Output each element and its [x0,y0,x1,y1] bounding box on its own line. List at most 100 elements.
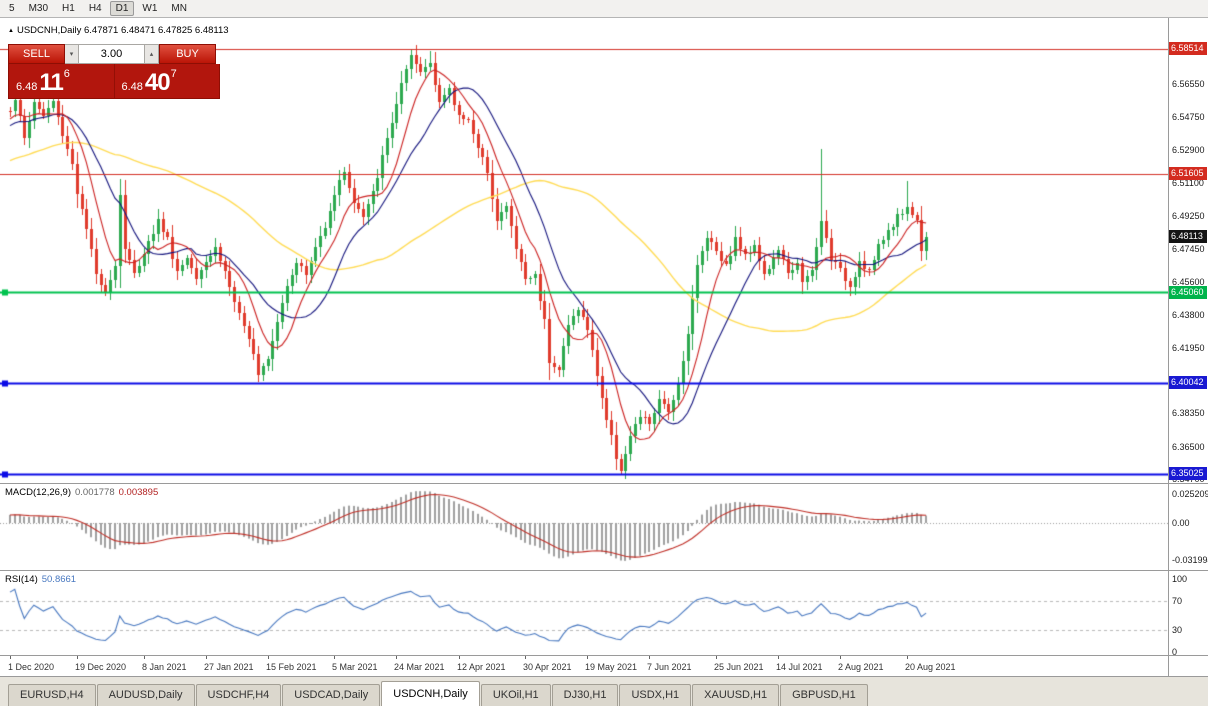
date-axis-tick [268,656,269,659]
chart-tab-dj30-h1[interactable]: DJ30,H1 [551,684,619,706]
date-axis-tick [778,656,779,659]
chart-tab-audusd-daily[interactable]: AUDUSD,Daily [96,684,195,706]
date-axis-label: 19 Dec 2020 [75,662,127,672]
timeframe-button-d1[interactable]: D1 [109,1,135,16]
price-level-badge: 6.58514 [1169,42,1207,56]
price-axis-tick: 6.45600 [1172,277,1205,288]
date-axis-tick [649,656,650,659]
volume-increase-button[interactable]: ▴ [145,44,159,64]
macd-axis-tick: -0.031994 [1172,555,1208,566]
macd-pane-separator[interactable] [0,483,1208,484]
chart-title: ▲ USDCNH,Daily 6.47871 6.48471 6.47825 6… [8,25,229,36]
sell-button[interactable]: SELL [8,44,65,64]
price-axis-tick: 6.36500 [1172,441,1205,452]
rsi-name: RSI(14) [5,574,38,585]
sell-price-display[interactable]: 6.48 11 6 [9,64,114,98]
macd-value-main: 0.001778 [75,487,115,498]
timeframe-button-m30[interactable]: M30 [28,3,49,14]
date-axis-label: 8 Jan 2021 [142,662,187,672]
macd-label: MACD(12,26,9) 0.001778 0.003895 [5,487,158,498]
macd-name: MACD(12,26,9) [5,487,71,498]
price-axis-tick: 6.54750 [1172,111,1205,122]
date-axis-tick [525,656,526,659]
rsi-pane-separator[interactable] [0,570,1208,571]
date-axis-tick [396,656,397,659]
timeframe-button-mn[interactable]: MN [171,3,187,14]
trade-controls-row: SELL ▾ 3.00 ▴ BUY [8,44,220,64]
volume-input[interactable]: 3.00 [79,44,145,64]
date-axis-label: 19 May 2021 [585,662,638,672]
rsi-axis-tick: 70 [1172,595,1183,606]
date-axis-tick [840,656,841,659]
macd-indicator-canvas[interactable] [0,484,1168,570]
date-axis-label: 2 Aug 2021 [838,662,884,672]
rsi-axis-tick: 0 [1172,647,1178,657]
timeframe-button-h1[interactable]: H1 [62,3,75,14]
chart-symbol-icon: ▲ [8,27,14,34]
date-axis-label: 12 Apr 2021 [457,662,506,672]
price-axis-tick: 6.47450 [1172,243,1205,254]
timeframe-button-5[interactable]: 5 [9,3,15,14]
chart-tab-xauusd-h1[interactable]: XAUUSD,H1 [692,684,780,706]
chart-tab-eurusd-h4[interactable]: EURUSD,H4 [8,684,96,706]
date-axis-tick [10,656,11,659]
price-axis-tick: 6.52900 [1172,145,1205,156]
date-axis-label: 27 Jan 2021 [204,662,254,672]
chart-ohlc-text: USDCNH,Daily 6.47871 6.48471 6.47825 6.4… [16,25,229,36]
rsi-axis-tick: 30 [1172,625,1183,636]
date-axis-label: 30 Apr 2021 [523,662,572,672]
timeframe-button-w1[interactable]: W1 [142,3,158,14]
sell-price-prefix: 6.48 [16,81,38,93]
chart-tab-bar: EURUSD,H4 AUDUSD,Daily USDCHF,H4 USDCAD,Dai… [0,676,1208,706]
price-axis-tick: 6.51100 [1172,177,1204,188]
price-level-badge: 6.48113 [1169,230,1207,244]
price-axis-separator [1168,18,1169,676]
buy-price-big: 40 [144,69,171,96]
chart-tab-usdcnh-daily[interactable]: USDCNH,Daily [381,681,480,706]
chart-tab-usdcad-daily[interactable]: USDCAD,Daily [282,684,381,706]
date-axis-label: 20 Aug 2021 [905,662,956,672]
price-level-badge: 6.40042 [1169,376,1207,390]
price-axis-tick: 6.56550 [1172,79,1205,90]
date-axis: 1 Dec 2020 19 Dec 2020 8 Jan 2021 27 Jan 20… [0,656,1168,676]
date-axis-tick [907,656,908,659]
price-axis-tick: 6.43800 [1172,309,1205,320]
chart-tab-usdx-h1[interactable]: USDX,H1 [619,684,692,706]
date-axis-label: 1 Dec 2020 [8,662,55,672]
volume-decrease-button[interactable]: ▾ [65,44,79,64]
rsi-value: 50.8661 [41,574,77,585]
trade-prices-row: 6.48 11 6 6.48 40 7 [8,64,220,99]
date-axis-tick [144,656,145,659]
date-axis-tick [206,656,207,659]
chart-tab-ukoil-h1[interactable]: UKOil,H1 [480,684,551,706]
rsi-label: RSI(14) 50.8661 [5,574,76,585]
price-level-badge: 6.45060 [1169,285,1207,299]
buy-price-display[interactable]: 6.48 40 7 [113,64,220,98]
date-axis-label: 7 Jun 2021 [647,662,692,672]
macd-axis-tick: 0.025209 [1172,488,1208,499]
chart-tab-gbpusd-h1[interactable]: GBPUSD,H1 [780,684,868,706]
macd-value-signal: 0.003895 [118,487,159,498]
sell-price-sup: 6 [63,68,70,80]
price-axis-tick: 6.49250 [1172,211,1205,222]
buy-button[interactable]: BUY [159,44,216,64]
date-axis-tick [716,656,717,659]
rsi-axis-tick: 100 [1172,574,1188,584]
chart-tab-usdchf-h4[interactable]: USDCHF,H4 [195,684,282,706]
date-axis-tick [334,656,335,659]
one-click-trading-panel: SELL ▾ 3.00 ▴ BUY 6.48 11 6 6.48 40 7 [8,44,220,99]
timeframe-button-h4[interactable]: H4 [88,3,102,14]
date-axis-tick [459,656,460,659]
date-axis-label: 5 Mar 2021 [332,662,378,672]
date-axis-label: 15 Feb 2021 [266,662,317,672]
date-axis-label: 25 Jun 2021 [714,662,764,672]
rsi-indicator-canvas[interactable] [0,571,1168,655]
macd-axis-tick: 0.00 [1172,518,1190,528]
date-axis-tick [587,656,588,659]
price-level-badge: 6.35025 [1169,467,1207,480]
timeframe-toolbar: 5 M30 H1 H4 D1 W1 MN [0,0,1208,18]
date-axis-separator [0,655,1208,656]
buy-price-prefix: 6.48 [121,81,143,93]
date-axis-label: 24 Mar 2021 [394,662,445,672]
date-axis-label: 14 Jul 2021 [776,662,823,672]
